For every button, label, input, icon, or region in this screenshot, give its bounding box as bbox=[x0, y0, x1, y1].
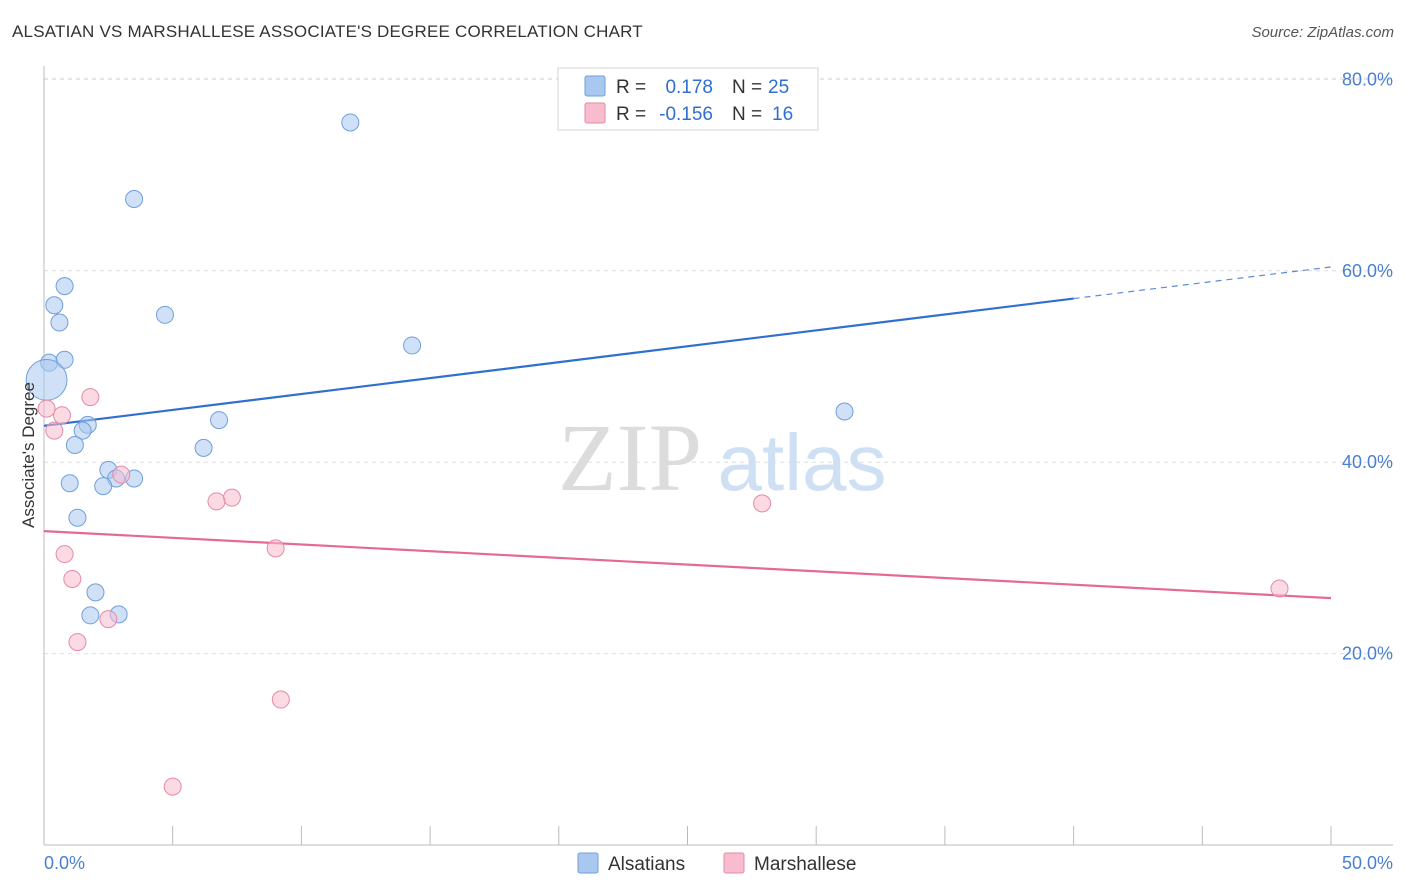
legend-label-alsatians: Alsatians bbox=[608, 854, 685, 875]
stats-r-value-marshallese: -0.156 bbox=[659, 104, 713, 125]
stats-n-label-marshallese: N = bbox=[732, 104, 762, 125]
alsatians-point bbox=[210, 411, 229, 430]
alsatians-point bbox=[835, 402, 854, 421]
marshallese-point bbox=[112, 465, 131, 484]
data-points bbox=[25, 113, 1289, 796]
legend-swatch-alsatians bbox=[577, 852, 599, 874]
marshallese-point bbox=[37, 399, 56, 418]
alsatians-point bbox=[45, 296, 64, 315]
marshallese-point bbox=[1270, 579, 1289, 598]
y-axis-label: Associate's Degree bbox=[19, 382, 38, 528]
marshallese-point bbox=[55, 545, 74, 564]
alsatians-point bbox=[125, 190, 144, 209]
alsatians-point bbox=[65, 435, 84, 454]
alsatians-point bbox=[86, 583, 105, 602]
stats-n-label-alsatians: N = bbox=[732, 77, 762, 98]
alsatians-point bbox=[60, 474, 79, 493]
chart-title: ALSATIAN VS MARSHALLESE ASSOCIATE'S DEGR… bbox=[12, 22, 643, 41]
y-tick-label: 80.0% bbox=[1342, 69, 1393, 89]
alsatians-point bbox=[50, 313, 69, 332]
marshallese-point bbox=[222, 488, 241, 507]
watermark-atlas: atlas bbox=[718, 418, 887, 507]
trend-line-extension-0 bbox=[1073, 266, 1332, 300]
alsatians-point bbox=[73, 421, 92, 440]
stats-swatch-marshallese bbox=[584, 102, 606, 124]
trend-lines bbox=[43, 266, 1332, 600]
marshallese-point bbox=[753, 494, 772, 513]
alsatians-point bbox=[55, 350, 74, 369]
alsatians-point bbox=[94, 477, 113, 496]
y-tick-label: 20.0% bbox=[1342, 644, 1393, 664]
marshallese-point bbox=[63, 569, 82, 588]
y-tick-labels: 20.0% 40.0% 60.0% 80.0% bbox=[1342, 69, 1393, 663]
series-legend: Alsatians Marshallese bbox=[577, 852, 856, 875]
stats-n-value-marshallese: 16 bbox=[772, 104, 793, 125]
marshallese-point bbox=[207, 492, 226, 511]
y-tick-label: 60.0% bbox=[1342, 261, 1393, 281]
alsatians-point bbox=[68, 508, 87, 527]
alsatians-point bbox=[155, 305, 174, 324]
alsatians-point bbox=[341, 113, 360, 132]
marshallese-point bbox=[53, 406, 72, 425]
x-tick-label-max: 50.0% bbox=[1342, 853, 1393, 873]
stats-r-value-alsatians: 0.178 bbox=[665, 77, 713, 98]
watermark-zip: ZIP bbox=[558, 404, 702, 511]
alsatians-point bbox=[55, 277, 74, 296]
marshallese-point bbox=[99, 610, 118, 629]
axes bbox=[43, 66, 1393, 846]
marshallese-point bbox=[266, 539, 285, 558]
alsatians-point bbox=[81, 606, 100, 625]
marshallese-point bbox=[271, 690, 290, 709]
legend-label-marshallese: Marshallese bbox=[754, 854, 856, 875]
trend-line-1 bbox=[43, 530, 1332, 600]
stats-r-label-marshallese: R = bbox=[616, 104, 646, 125]
legend-swatch-marshallese bbox=[723, 852, 745, 874]
stats-n-value-alsatians: 25 bbox=[768, 77, 789, 98]
marshallese-point bbox=[68, 633, 87, 652]
stats-swatch-alsatians bbox=[584, 75, 606, 97]
stats-r-label-alsatians: R = bbox=[616, 77, 646, 98]
alsatians-point bbox=[403, 336, 422, 355]
x-tick-label-min: 0.0% bbox=[44, 853, 85, 873]
marshallese-point bbox=[81, 388, 100, 407]
trend-line-0 bbox=[43, 297, 1074, 427]
y-tick-label: 40.0% bbox=[1342, 452, 1393, 472]
stats-legend: R = 0.178 N = 25 R = -0.156 N = 16 bbox=[557, 67, 819, 131]
marshallese-point bbox=[163, 777, 182, 796]
source-credit: Source: ZipAtlas.com bbox=[1251, 24, 1394, 41]
marshallese-point bbox=[45, 421, 64, 440]
alsatians-point bbox=[194, 438, 213, 457]
